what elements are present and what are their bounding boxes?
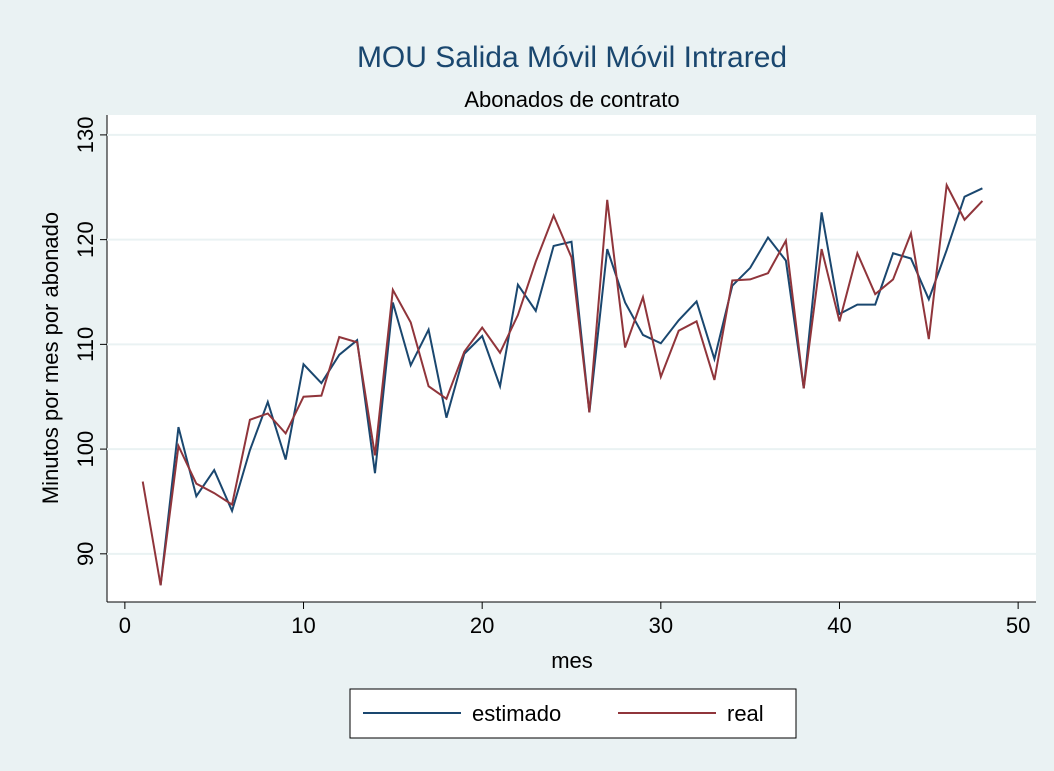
x-tick-label: 30 [649, 613, 673, 638]
x-tick-label: 10 [291, 613, 315, 638]
x-tick-label: 40 [827, 613, 851, 638]
chart-subtitle: Abonados de contrato [464, 87, 679, 112]
legend-label: real [727, 701, 764, 726]
y-tick-label: 130 [73, 117, 98, 154]
y-tick-label: 120 [73, 221, 98, 258]
x-tick-label: 0 [119, 613, 131, 638]
x-tick-label: 20 [470, 613, 494, 638]
data-line [159, 187, 983, 586]
y-axis-label: Minutos por mes por abonado [38, 212, 63, 504]
x-tick-label: 50 [1006, 613, 1030, 638]
y-tick-label: 110 [73, 327, 98, 362]
y-tick-label: 100 [73, 431, 98, 468]
plot-area [107, 115, 1036, 602]
legend-label: estimado [472, 701, 561, 726]
y-tick-label: 90 [73, 542, 98, 566]
x-axis-label: mes [551, 648, 593, 673]
data-line [141, 181, 984, 586]
chart-title: MOU Salida Móvil Móvil Intrared [357, 41, 787, 74]
